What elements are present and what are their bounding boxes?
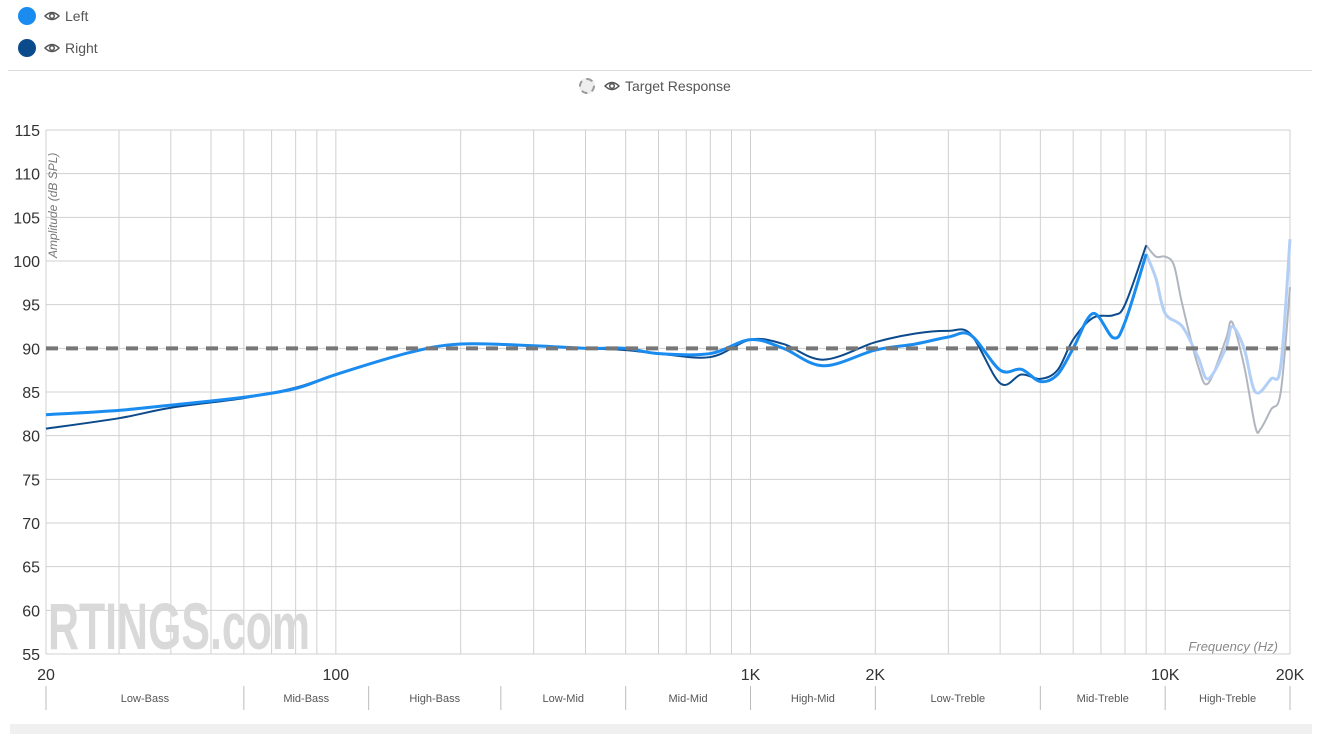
y-tick-label: 115 [14,123,40,140]
watermark: RTINGS.com [48,589,310,663]
series-right-line-faded [1145,244,1291,434]
eye-icon[interactable] [44,40,60,56]
right-color-swatch [18,39,36,57]
eye-icon[interactable] [44,8,60,24]
y-tick-label: 60 [22,603,40,620]
legend-label: Target Response [625,78,731,94]
target-color-swatch [579,78,595,94]
y-axis-title: Amplitude (dB SPL) [46,153,60,259]
band-label: Mid-Bass [283,693,329,705]
band-label: High-Bass [409,693,460,705]
legend-divider [8,70,1312,71]
x-tick-label: 20 [37,667,55,684]
bottom-scrollbar [10,724,1312,734]
y-tick-label: 75 [22,472,40,489]
y-tick-label: 95 [22,298,40,315]
band-label: High-Mid [791,693,835,705]
y-tick-label: 100 [13,254,40,271]
x-tick-label: 1K [741,667,761,684]
y-tick-label: 70 [22,516,40,533]
legend-item-left[interactable]: Left [18,7,88,25]
legend-label: Right [65,40,98,56]
band-label: Low-Mid [542,693,584,705]
eye-icon[interactable] [604,78,620,94]
band-label: Low-Treble [931,693,986,705]
band-label: Mid-Mid [669,693,708,705]
band-label: Low-Bass [121,693,170,705]
series-left-line [45,253,1148,417]
y-tick-label: 80 [22,429,40,446]
legend-label: Left [65,8,89,24]
x-tick-label: 100 [322,667,349,684]
y-tick-label: 55 [22,647,40,664]
y-tick-label: 85 [22,385,40,402]
y-tick-label: 65 [22,560,40,577]
x-tick-label: 20K [1276,667,1305,684]
y-tick-label: 110 [14,167,40,184]
legend-item-target[interactable]: Target Response [579,78,731,94]
legend-item-right[interactable]: Right [18,39,98,57]
band-label: Mid-Treble [1077,693,1129,705]
x-tick-label: 10K [1151,667,1180,684]
x-tick-label: 2K [866,667,886,684]
y-tick-label: 105 [13,210,40,227]
x-axis-title: Frequency (Hz) [1188,639,1278,654]
band-label: High-Treble [1199,693,1256,705]
series-left-line-faded [1144,239,1292,395]
y-tick-label: 90 [22,341,40,358]
left-color-swatch [18,7,36,25]
